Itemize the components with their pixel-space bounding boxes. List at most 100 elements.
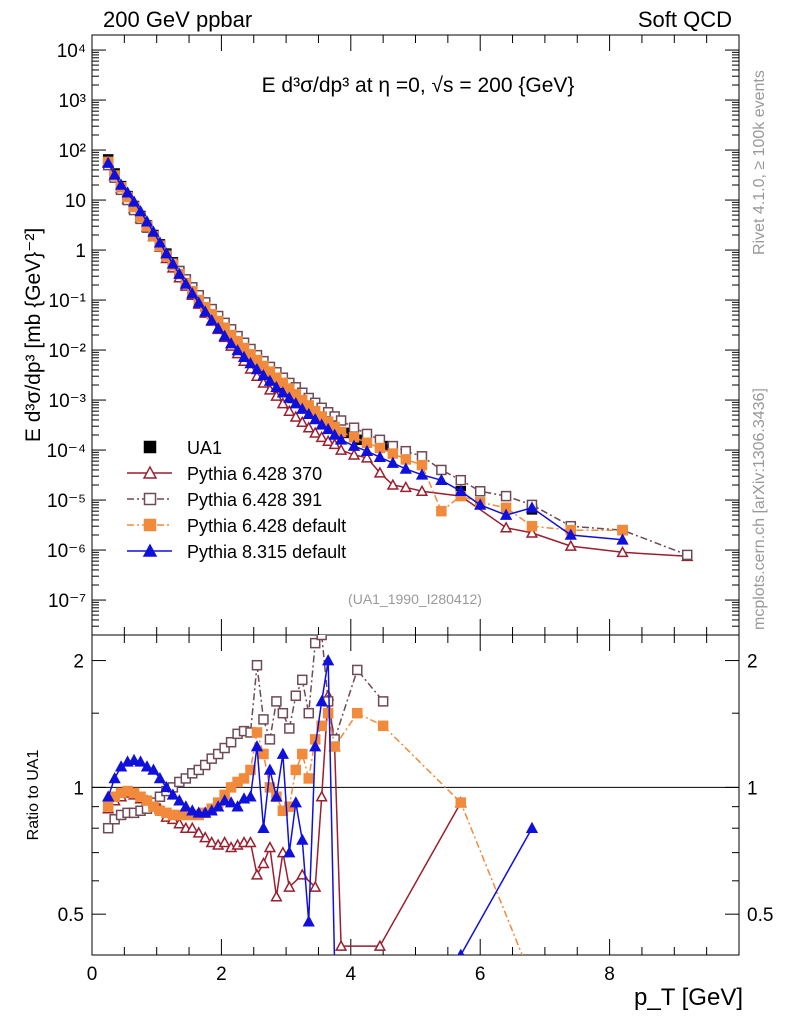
data-point	[525, 501, 539, 513]
data-point	[263, 763, 277, 775]
data-point	[263, 374, 277, 386]
data-point	[335, 415, 347, 426]
data-point	[192, 826, 205, 838]
data-point	[219, 742, 230, 754]
data-point	[290, 690, 302, 702]
ratio-y-tick-label-right: 1	[747, 778, 758, 799]
data-point	[416, 459, 428, 471]
legend-item: Pythia 6.428 391	[127, 490, 322, 510]
data-point	[499, 521, 513, 533]
data-point	[302, 421, 315, 433]
legend-item: Pythia 8.315 default	[127, 542, 346, 562]
data-point	[328, 428, 341, 440]
data-point	[289, 397, 302, 409]
data-point	[205, 314, 218, 326]
data-point	[564, 528, 577, 540]
x-axis-label: p_T [GeV]	[634, 984, 743, 1011]
data-point	[474, 498, 487, 510]
data-point	[296, 402, 309, 414]
data-point	[455, 474, 467, 486]
main-axis-ticks: 10⁻⁷ 10⁻⁶ 10⁻⁵ 10⁻⁴ 10⁻³ 10⁻² 10⁻¹ 1 10 10² 10³ 10⁴	[47, 34, 739, 636]
series-pythia-8-315-default	[102, 654, 539, 955]
data-point	[173, 267, 186, 279]
data-point	[289, 796, 302, 808]
data-point	[377, 696, 389, 707]
data-point	[564, 539, 577, 551]
data-point	[315, 694, 328, 707]
data-point	[436, 464, 447, 476]
data-point	[231, 344, 244, 356]
analysis-watermark: (UA1_1990_I280412)	[348, 591, 482, 607]
data-point	[681, 549, 693, 561]
data-point	[212, 322, 225, 334]
data-point	[416, 451, 428, 462]
data-point	[290, 764, 302, 776]
data-point	[360, 451, 374, 463]
series-pythia-6-428-391	[102, 635, 389, 834]
data-point	[245, 764, 256, 776]
data-point	[399, 462, 412, 474]
data-point	[309, 637, 321, 649]
data-point	[399, 480, 412, 493]
legend-label: Pythia 6.428 370	[187, 464, 322, 484]
series-pythia-6-428-default	[102, 156, 628, 536]
data-point	[173, 794, 186, 806]
data-point	[147, 763, 160, 775]
data-point	[303, 707, 314, 719]
data-point	[334, 443, 348, 455]
data-point	[322, 422, 335, 435]
data-point	[276, 747, 289, 759]
data-point	[415, 484, 429, 497]
data-point	[500, 490, 512, 502]
data-point	[186, 821, 199, 833]
data-point	[153, 236, 167, 248]
data-point	[454, 484, 467, 497]
data-point	[322, 434, 335, 447]
mcplots-label: mcplots.cern.ch [arXiv:1306.3436]	[751, 388, 768, 630]
data-point	[297, 674, 308, 686]
data-point	[276, 386, 289, 398]
data-point	[199, 759, 211, 771]
data-point	[435, 473, 448, 485]
data-point	[121, 186, 134, 198]
data-point	[316, 720, 327, 732]
data-point	[455, 797, 467, 808]
data-point	[257, 821, 270, 833]
data-point	[361, 428, 373, 440]
data-point	[140, 215, 154, 227]
data-point	[283, 846, 296, 858]
data-point	[616, 533, 629, 545]
data-point	[525, 821, 539, 833]
data-point	[102, 156, 115, 168]
main-y-tick-label: 10⁻²	[49, 341, 87, 362]
data-point	[373, 466, 387, 478]
data-point	[526, 520, 538, 532]
main-y-tick-label: 10⁻⁷	[48, 591, 86, 612]
x-tick-label: 8	[604, 964, 615, 985]
x-tick-label: 6	[475, 964, 486, 985]
data-point	[212, 748, 224, 760]
data-point	[250, 362, 264, 375]
data-point	[186, 287, 199, 299]
data-point	[102, 822, 114, 834]
legend-marker	[142, 465, 158, 479]
data-point	[264, 734, 276, 745]
main-y-tick-label: 10⁻⁶	[47, 541, 86, 562]
data-point	[147, 225, 160, 237]
main-title: E d³σ/dp³ at η =0, √s = 200 {GeV}	[262, 74, 575, 97]
data-point	[166, 257, 179, 269]
x-tick-label: 0	[87, 964, 98, 985]
data-point	[192, 296, 205, 308]
data-point	[348, 422, 360, 433]
legend-label: UA1	[187, 438, 222, 458]
data-point	[251, 659, 263, 671]
series-line	[107, 161, 623, 531]
data-point	[257, 369, 270, 381]
data-point	[277, 707, 289, 719]
data-point	[302, 915, 315, 927]
header-left: 200 GeV ppbar	[103, 7, 252, 32]
main-y-tick-label: 10⁻³	[49, 391, 87, 412]
data-point	[373, 939, 387, 951]
data-point	[270, 890, 283, 902]
data-point	[352, 707, 363, 719]
